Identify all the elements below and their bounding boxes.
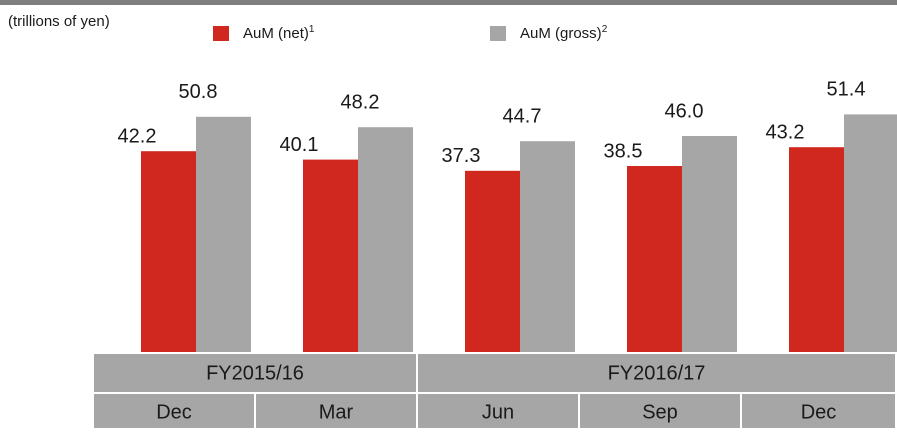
bar bbox=[303, 159, 358, 352]
value-label: 48.2 bbox=[341, 91, 380, 113]
value-label: 37.3 bbox=[442, 145, 481, 167]
bar bbox=[789, 147, 844, 352]
value-label: 42.2 bbox=[118, 125, 157, 147]
category-cell bbox=[418, 394, 578, 428]
bar bbox=[465, 170, 520, 352]
x-tick-label: Dec bbox=[156, 401, 192, 423]
value-label: 40.1 bbox=[280, 134, 319, 156]
value-label: 50.8 bbox=[179, 81, 218, 103]
legend-label: AuM (net)1 bbox=[243, 24, 315, 42]
bar bbox=[141, 151, 196, 352]
bar bbox=[358, 127, 413, 352]
x-tick-label: Mar bbox=[319, 401, 354, 423]
value-label: 44.7 bbox=[503, 105, 542, 127]
group-cell bbox=[418, 354, 895, 392]
value-label: 51.4 bbox=[827, 79, 866, 101]
group-label: FY2015/16 bbox=[206, 362, 304, 384]
bar bbox=[682, 136, 737, 352]
value-label: 43.2 bbox=[766, 121, 805, 143]
category-cell bbox=[94, 394, 254, 428]
legend-swatch bbox=[490, 26, 506, 41]
value-label: 46.0 bbox=[665, 100, 704, 122]
category-cell bbox=[256, 394, 416, 428]
bar bbox=[520, 141, 575, 352]
unit-label: (trillions of yen) bbox=[8, 13, 110, 30]
x-tick-label: Dec bbox=[801, 401, 837, 423]
bar bbox=[627, 166, 682, 352]
legend-footnote: 2 bbox=[602, 24, 608, 35]
category-cell bbox=[580, 394, 740, 428]
value-label: 38.5 bbox=[604, 140, 643, 162]
bar bbox=[844, 114, 897, 353]
legend-label: AuM (gross)2 bbox=[520, 24, 608, 42]
top-rule bbox=[0, 0, 897, 5]
legend-footnote: 1 bbox=[309, 24, 315, 35]
legend-swatch bbox=[213, 26, 229, 41]
x-tick-label: Jun bbox=[482, 401, 514, 423]
bar bbox=[196, 116, 251, 352]
group-label: FY2016/17 bbox=[608, 362, 706, 384]
category-cell bbox=[742, 394, 895, 428]
group-cell bbox=[94, 354, 416, 392]
x-tick-label: Sep bbox=[642, 401, 678, 423]
